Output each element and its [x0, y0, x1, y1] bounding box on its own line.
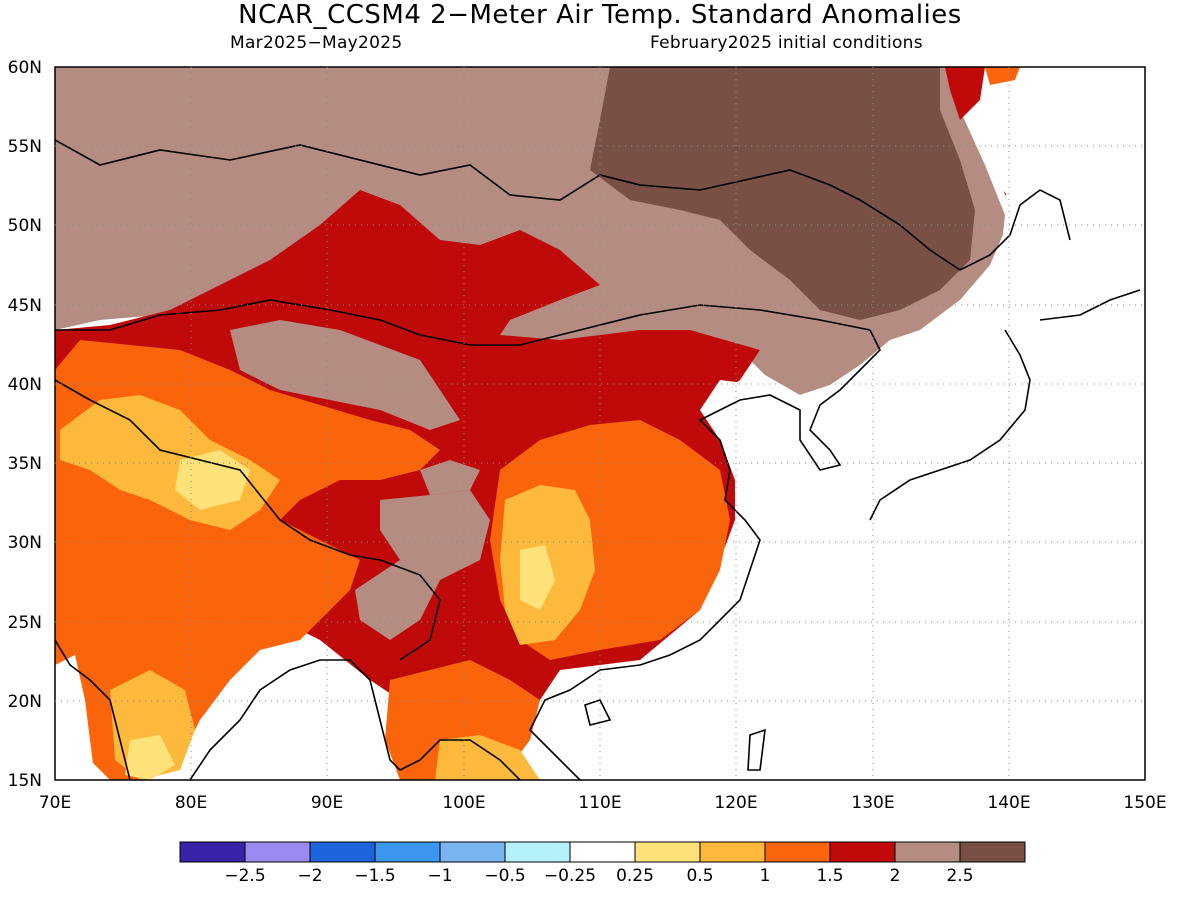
colorbar-label: 1.5 [816, 866, 843, 886]
anomaly-field [55, 67, 1145, 780]
lat-tick: 25N [8, 613, 42, 633]
lat-tick: 30N [8, 533, 42, 553]
colorbar-swatch [439, 841, 506, 863]
colorbar-label: −2 [297, 866, 322, 886]
anomaly-region [985, 67, 1020, 85]
anomaly-region [945, 67, 985, 120]
lat-tick: 55N [8, 137, 42, 157]
colorbar-swatch [699, 841, 766, 863]
colorbar-label: −0.25 [544, 866, 596, 886]
lon-tick: 100E [442, 793, 485, 813]
ocean-mask [270, 660, 380, 780]
lat-tick: 15N [8, 771, 42, 791]
colorbar-swatch [634, 841, 701, 863]
lon-tick: 120E [714, 793, 757, 813]
colorbar-label: 2.5 [946, 866, 973, 886]
colorbar-label: −0.5 [484, 866, 525, 886]
lon-tick: 80E [175, 793, 207, 813]
anomaly-region [420, 460, 480, 495]
coastlines [55, 139, 1141, 780]
lat-tick-labels: 15N 20N 25N 30N 35N 40N 45N 50N 55N 60N [8, 58, 42, 791]
colorbar-swatch [244, 841, 311, 863]
lon-tick: 130E [851, 793, 894, 813]
colorbar-swatch [569, 841, 636, 863]
lat-tick: 45N [8, 296, 42, 316]
colorbar-label: 0.25 [616, 866, 654, 886]
ocean-mask [700, 67, 1145, 780]
chart-title: NCAR_CCSM4 2−Meter Air Temp. Standard An… [238, 0, 962, 30]
colorbar-swatch [959, 841, 1026, 863]
colorbar-swatch [179, 841, 246, 863]
colorbar-swatch [894, 841, 961, 863]
anomaly-region [175, 450, 250, 510]
lat-tick: 35N [8, 454, 42, 474]
lon-tick-labels: 70E 80E 90E 100E 110E 120E 130E 140E 150… [39, 793, 1167, 813]
ocean-mask [55, 655, 95, 780]
anomaly-region [230, 320, 460, 430]
lon-tick: 70E [39, 793, 71, 813]
lon-tick: 90E [311, 793, 343, 813]
anomaly-region [435, 735, 540, 780]
anomaly-region [125, 735, 175, 780]
lon-tick: 150E [1123, 793, 1166, 813]
colorbar-label: 1 [760, 866, 771, 886]
colorbar-label: −2.5 [224, 866, 265, 886]
lon-tick: 110E [578, 793, 621, 813]
colorbar-label: 0.5 [686, 866, 713, 886]
colorbar-label: −1 [427, 866, 452, 886]
colorbar-swatch [374, 841, 441, 863]
colorbar-label: −1.5 [354, 866, 395, 886]
lat-tick: 20N [8, 692, 42, 712]
initial-conditions: February2025 initial conditions [650, 33, 923, 53]
lat-tick: 60N [8, 58, 42, 78]
colorbar-swatch [764, 841, 831, 863]
lat-tick: 50N [8, 216, 42, 236]
anomaly-region [590, 67, 975, 320]
colorbar-swatch [504, 841, 571, 863]
colorbar-swatch [829, 841, 896, 863]
colorbar-swatch [309, 841, 376, 863]
lat-tick: 40N [8, 375, 42, 395]
grid-lines [55, 67, 1145, 780]
forecast-period: Mar2025−May2025 [230, 33, 403, 53]
lon-tick: 140E [987, 793, 1030, 813]
colorbar: −2.5 −2 −1.5 −1 −0.5 −0.25 0.25 0.5 1 1.5 2 2.5 [179, 841, 1026, 886]
anomaly-region [355, 490, 490, 640]
anomaly-region [520, 545, 555, 610]
colorbar-label: 2 [890, 866, 901, 886]
